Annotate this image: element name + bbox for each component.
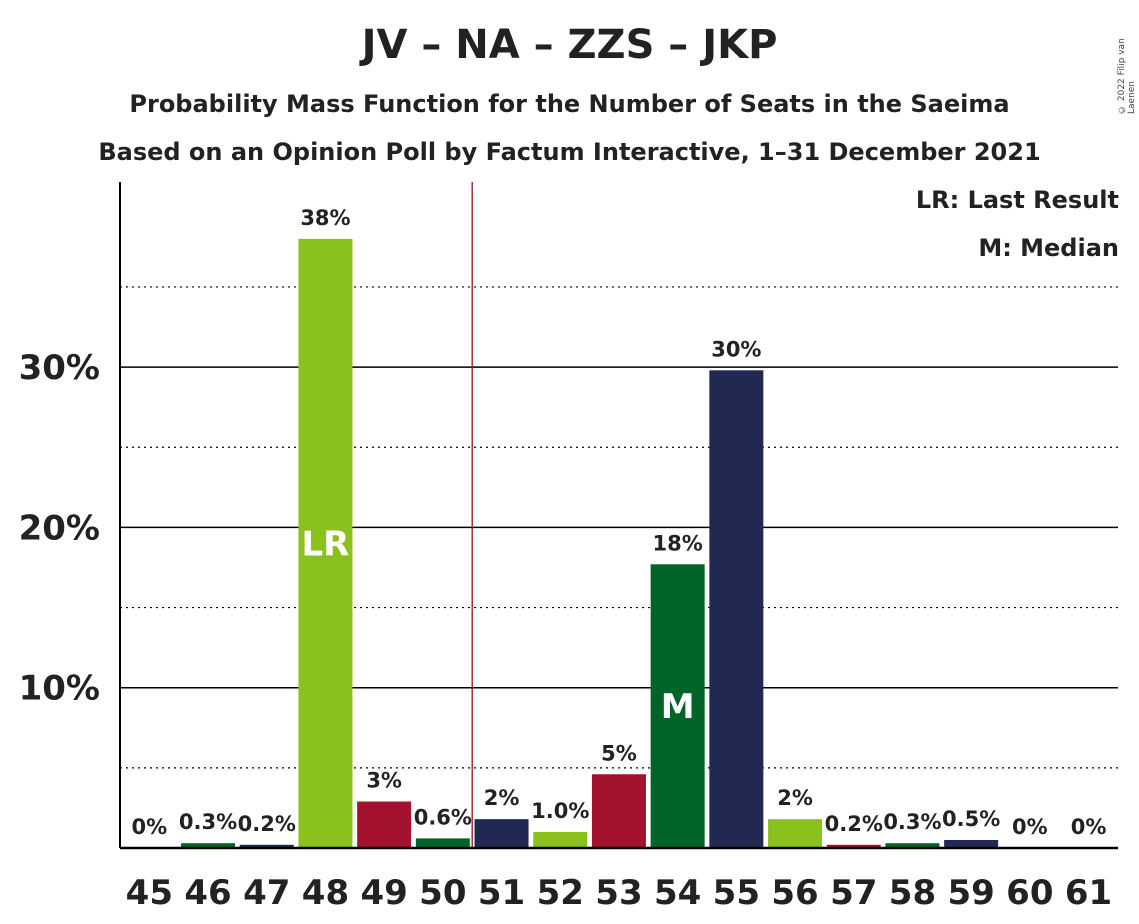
bar-53	[591, 774, 646, 848]
x-tick-label: 56	[771, 873, 818, 913]
bar-48	[298, 238, 353, 849]
bar-57	[826, 844, 881, 848]
data-label-56: 2%	[777, 786, 813, 810]
bar-46	[181, 843, 236, 848]
data-label-52: 1.0%	[531, 799, 589, 823]
bar-56	[768, 819, 823, 848]
x-tick-label: 60	[1006, 873, 1053, 913]
data-label-49: 3%	[366, 769, 402, 793]
x-tick-label: 51	[478, 873, 525, 913]
x-tick-label: 57	[830, 873, 877, 913]
data-label-46: 0.3%	[179, 810, 237, 834]
data-label-59: 0.5%	[942, 807, 1000, 831]
x-tick-label: 47	[243, 873, 290, 913]
bar-51	[474, 819, 529, 848]
data-label-51: 2%	[484, 786, 520, 810]
last-result-marker: LR	[302, 524, 350, 564]
data-label-53: 5%	[601, 741, 637, 765]
legend-last-result: LR: Last Result	[915, 186, 1119, 214]
x-tick-label: 52	[537, 873, 584, 913]
x-tick-label: 53	[595, 873, 642, 913]
bar-54	[650, 564, 705, 848]
x-tick-label: 59	[947, 873, 994, 913]
data-label-60: 0%	[1012, 815, 1048, 839]
y-tick-label: 30%	[19, 348, 100, 388]
data-label-54: 18%	[653, 531, 703, 555]
data-label-47: 0.2%	[238, 812, 296, 836]
data-label-58: 0.3%	[883, 810, 941, 834]
data-label-61: 0%	[1071, 815, 1107, 839]
chart-subtitle-source: Based on an Opinion Poll by Factum Inter…	[98, 138, 1041, 166]
chart-title: JV – NA – ZZS – JKP	[361, 22, 778, 68]
data-label-48: 38%	[300, 206, 350, 230]
data-label-55: 30%	[711, 337, 761, 361]
bar-52	[533, 831, 588, 848]
data-label-57: 0.2%	[825, 812, 883, 836]
x-tick-label: 48	[302, 873, 349, 913]
x-tick-label: 50	[419, 873, 466, 913]
data-label-45: 0%	[132, 815, 168, 839]
bar-58	[885, 843, 940, 848]
x-tick-label: 58	[889, 873, 936, 913]
bar-47	[239, 844, 294, 848]
x-tick-label: 55	[713, 873, 760, 913]
x-tick-label: 61	[1065, 873, 1112, 913]
y-tick-label: 10%	[19, 669, 100, 709]
chart-subtitle: Probability Mass Function for the Number…	[129, 90, 1010, 118]
x-tick-label: 54	[654, 873, 701, 913]
x-tick-label: 45	[126, 873, 173, 913]
x-tick-label: 46	[184, 873, 231, 913]
bar-50	[415, 838, 470, 848]
bar-49	[357, 801, 412, 848]
x-tick-label: 49	[360, 873, 407, 913]
y-tick-label: 20%	[19, 508, 100, 548]
data-label-50: 0.6%	[414, 805, 472, 829]
bar-55	[709, 370, 764, 848]
legend-median: M: Median	[978, 234, 1119, 262]
bar-59	[944, 839, 999, 848]
median-marker: M	[661, 687, 695, 727]
